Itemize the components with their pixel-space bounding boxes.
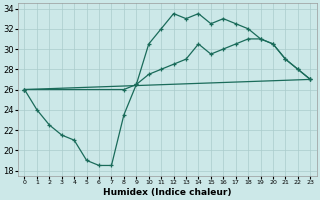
X-axis label: Humidex (Indice chaleur): Humidex (Indice chaleur) [103, 188, 232, 197]
